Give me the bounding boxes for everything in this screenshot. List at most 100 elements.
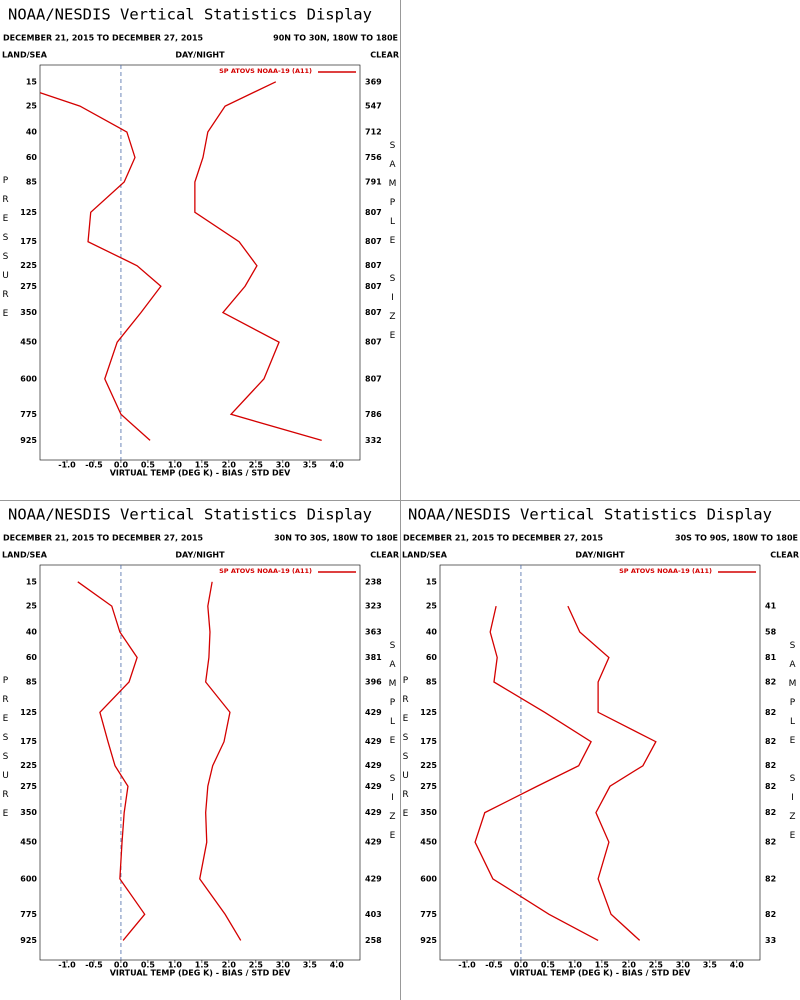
sample-size-label: 807	[365, 338, 382, 347]
y-tick-label: 275	[20, 782, 37, 791]
sample-size-label: 786	[365, 410, 382, 419]
y-tick-label: 85	[26, 177, 38, 186]
plot-frame	[439, 564, 761, 961]
date-range: DECEMBER 21, 2015 TO DECEMBER 27, 2015	[3, 34, 204, 43]
y-tick-label: 25	[26, 102, 38, 111]
sample-size-label: 807	[365, 261, 382, 270]
x-tick-label: 3.0	[276, 461, 291, 470]
sample-size-label: 396	[365, 677, 382, 686]
y-tick-label: 775	[20, 410, 37, 419]
y-tick-label: 450	[20, 838, 37, 847]
x-tick-label: 2.0	[622, 961, 637, 970]
sample-size-label: 756	[365, 153, 382, 162]
y-tick-label: 775	[420, 910, 437, 919]
y-tick-label: 275	[20, 282, 37, 291]
sample-size-label: 363	[365, 628, 382, 637]
y-axis-label: PRESSURE	[1, 176, 11, 328]
date-range: DECEMBER 21, 2015 TO DECEMBER 27, 2015	[403, 534, 604, 543]
y-tick-label: 600	[20, 874, 37, 883]
y-tick-label: 175	[20, 737, 37, 746]
x-tick-label: 2.5	[249, 461, 264, 470]
y-tick-label: 15	[26, 577, 38, 586]
profile-line	[40, 92, 162, 441]
x-tick-label: -0.5	[85, 461, 103, 470]
y-tick-label: 275	[420, 782, 437, 791]
x-tick-label: -1.0	[58, 961, 76, 970]
y-tick-label: 775	[20, 910, 37, 919]
chart-panel: NOAA/NESDIS Vertical Statistics Display D…	[1, 6, 400, 478]
chart-title: NOAA/NESDIS Vertical Statistics Display	[408, 506, 772, 524]
sample-size-label: 791	[365, 177, 382, 186]
x-tick-label: 0.0	[514, 961, 529, 970]
separator	[0, 500, 800, 501]
chart-title: NOAA/NESDIS Vertical Statistics Display	[8, 6, 372, 24]
x-tick-label: 1.0	[168, 461, 183, 470]
y-tick-label: 450	[420, 838, 437, 847]
region: 30S TO 90S, 180W TO 180E	[675, 534, 798, 543]
y-tick-label: 25	[26, 602, 38, 611]
y-axis-label: PRESSURE	[1, 676, 11, 828]
sample-size-label: 82	[765, 708, 776, 717]
y-tick-label: 125	[20, 208, 37, 217]
sample-size-label: 323	[365, 602, 382, 611]
land-sea: LAND/SEA	[2, 51, 48, 60]
y-tick-label: 225	[20, 761, 37, 770]
sample-size-label: 429	[365, 874, 382, 883]
y-tick-label: 40	[26, 628, 38, 637]
profile-line	[567, 605, 657, 941]
y-tick-label: 600	[420, 874, 437, 883]
day-night: DAY/NIGHT	[575, 551, 625, 560]
day-night: DAY/NIGHT	[175, 551, 225, 560]
y-tick-label: 85	[26, 677, 38, 686]
y-tick-label: 925	[20, 436, 37, 445]
y-tick-label: 60	[426, 653, 438, 662]
region: 90N TO 30N, 180W TO 180E	[273, 34, 398, 43]
x-tick-label: 1.0	[568, 961, 583, 970]
sample-size-label: 81	[765, 653, 777, 662]
sample-size-label: 369	[365, 77, 382, 86]
y-tick-label: 225	[20, 261, 37, 270]
date-range: DECEMBER 21, 2015 TO DECEMBER 27, 2015	[3, 534, 204, 543]
x-tick-label: 3.5	[703, 961, 718, 970]
y-tick-label: 225	[420, 761, 437, 770]
profile-line	[77, 581, 146, 941]
y-tick-label: 125	[420, 708, 437, 717]
sample-size-label: 403	[365, 910, 382, 919]
x-tick-label: 0.5	[541, 961, 556, 970]
clear: CLEAR	[370, 51, 399, 60]
y-tick-label: 85	[426, 677, 438, 686]
y-tick-label: 15	[26, 77, 38, 86]
sample-size-label: 58	[765, 628, 777, 637]
sample-size-label: 41	[765, 602, 777, 611]
y-tick-label: 15	[426, 577, 438, 586]
sample-size-label: 429	[365, 737, 382, 746]
y-tick-label: 350	[20, 808, 37, 817]
chart-panel: NOAA/NESDIS Vertical Statistics Display D…	[1, 506, 400, 978]
y-tick-label: 60	[26, 653, 38, 662]
sample-size-label: 807	[365, 282, 382, 291]
x-tick-label: 3.0	[276, 961, 291, 970]
profile-line	[194, 81, 322, 442]
x-tick-label: -0.5	[485, 961, 503, 970]
day-night: DAY/NIGHT	[175, 51, 225, 60]
x-tick-label: 4.0	[330, 961, 345, 970]
y2-axis-label: SAMPLE SIZE	[388, 641, 398, 850]
y-tick-label: 175	[420, 737, 437, 746]
x-tick-label: 4.0	[730, 961, 745, 970]
x-tick-label: 1.0	[168, 961, 183, 970]
x-tick-label: 0.5	[141, 461, 156, 470]
x-axis-label: VIRTUAL TEMP (DEG K) - BIAS / STD DEV	[110, 969, 291, 978]
y-tick-label: 925	[20, 936, 37, 945]
sample-size-label: 381	[365, 653, 382, 662]
x-tick-label: 0.0	[114, 961, 129, 970]
sample-size-label: 429	[365, 782, 382, 791]
sample-size-label: 82	[765, 838, 776, 847]
x-axis-label: VIRTUAL TEMP (DEG K) - BIAS / STD DEV	[510, 969, 691, 978]
sample-size-label: 807	[365, 208, 382, 217]
y-tick-label: 40	[26, 128, 38, 137]
x-tick-label: 2.0	[222, 461, 237, 470]
chart-title: NOAA/NESDIS Vertical Statistics Display	[8, 506, 372, 524]
y-tick-label: 600	[20, 374, 37, 383]
sample-size-label: 258	[365, 936, 382, 945]
